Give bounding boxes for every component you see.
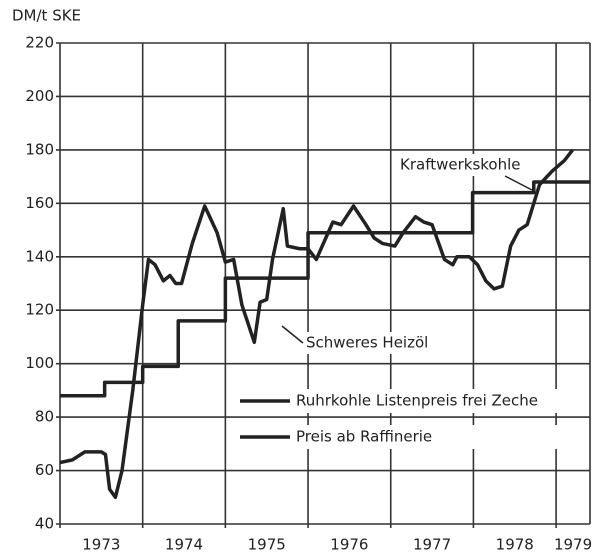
annotation: Kraftwerkskohle <box>400 156 521 174</box>
y-tick-label: 160 <box>25 194 54 212</box>
x-tick-label: 1979 <box>554 536 592 553</box>
x-tick-label: 1973 <box>82 536 120 553</box>
annotation-leader <box>281 325 304 344</box>
legend-label: Ruhrkohle Listenpreis frei Zeche <box>296 392 538 410</box>
annotation-leader <box>504 175 533 191</box>
x-tick-label: 1974 <box>165 536 203 553</box>
x-tick-label: 1975 <box>248 536 286 553</box>
legend-label: Preis ab Raffinerie <box>296 428 432 446</box>
line-series <box>59 148 575 500</box>
y-tick-label: 140 <box>25 247 54 265</box>
line-series <box>60 180 590 398</box>
y-axis-label: DM/t SKE <box>12 7 81 25</box>
x-tick-label: 1978 <box>496 536 534 553</box>
annotation-bg <box>396 154 532 176</box>
y-tick-label: 220 <box>25 34 54 52</box>
y-tick-label: 120 <box>25 301 54 319</box>
y-tick-label: 80 <box>35 408 54 426</box>
y-tick-label: 40 <box>35 515 54 533</box>
annotation: Schweres Heizöl <box>306 334 428 352</box>
annotation-bg <box>302 332 444 354</box>
x-tick-label: 1977 <box>413 536 451 553</box>
y-tick-label: 100 <box>25 354 54 372</box>
x-tick-label: 1976 <box>330 536 368 553</box>
y-tick-label: 60 <box>35 461 54 479</box>
y-tick-label: 200 <box>25 87 54 105</box>
y-tick-label: 180 <box>25 140 54 158</box>
